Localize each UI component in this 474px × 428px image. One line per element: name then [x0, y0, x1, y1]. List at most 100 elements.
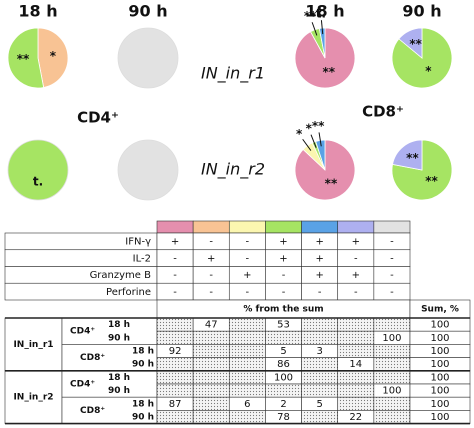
cell-type: CD4⁺ — [70, 327, 95, 337]
table-cell — [337, 396, 375, 411]
table-cell — [228, 344, 266, 358]
table-cell — [228, 317, 266, 332]
table-cell — [156, 410, 194, 424]
pie-header: 90 h — [402, 2, 441, 21]
percent-value: 86 — [277, 359, 290, 370]
pie-annotation: ** — [17, 52, 30, 66]
marker-sign: + — [207, 253, 215, 264]
table-cell — [156, 220, 194, 234]
percent-value: 78 — [277, 412, 290, 423]
marker-sign: - — [209, 237, 213, 248]
pie-header: 18 h — [18, 2, 57, 21]
pie-annotation: ** — [312, 119, 325, 133]
percent-value: 5 — [280, 346, 286, 357]
pie-slice — [117, 27, 179, 89]
table-cell — [373, 317, 411, 332]
pie-annotation: * — [306, 122, 313, 136]
percent-value: 92 — [169, 346, 182, 357]
marker-sign: - — [173, 253, 177, 264]
percent-value: 53 — [277, 320, 290, 331]
pie-slice — [7, 139, 69, 201]
leader-line — [311, 22, 318, 36]
marker-sign: + — [352, 270, 360, 281]
table-cell — [265, 220, 302, 234]
table-cell — [228, 220, 266, 234]
time: 18 h — [108, 320, 130, 330]
table-cell — [156, 383, 194, 398]
table-cell — [337, 220, 375, 234]
pie-header: 18 h — [305, 2, 344, 21]
marker-sign: + — [352, 237, 360, 248]
cell-type-label: CD8⁺ — [362, 103, 404, 121]
table-cell — [228, 383, 266, 398]
table-cell — [301, 317, 339, 332]
marker-sign: - — [173, 270, 177, 281]
pie-annotation: ** — [425, 174, 438, 188]
replicate-name: IN_in_r1 — [13, 340, 53, 350]
sum-value: 100 — [430, 386, 449, 397]
table-cell — [4, 317, 63, 372]
time: 18 h — [108, 373, 130, 383]
percent-value: 6 — [244, 399, 250, 410]
pie-annotation: ** — [409, 37, 422, 51]
replicate-label: IN_in_r1 — [201, 64, 265, 84]
marker-sign: - — [282, 270, 286, 281]
pie-annotation: * — [425, 64, 432, 78]
replicate-label: IN_in_r2 — [201, 160, 265, 180]
marker-sign: - — [390, 253, 394, 264]
percent-value: 100 — [274, 372, 293, 383]
percent-value: 14 — [349, 359, 362, 370]
table-cell — [192, 383, 230, 398]
pie-annotation: * — [296, 127, 303, 141]
table-cell — [228, 357, 266, 372]
table-cell — [61, 370, 158, 398]
table-cell — [373, 410, 411, 424]
table-cell — [337, 317, 375, 332]
table-cell — [337, 344, 375, 358]
marker-sign: - — [209, 270, 213, 281]
marker-sign: + — [315, 253, 323, 264]
pie-slice — [392, 139, 423, 171]
table-header: % from the sum — [243, 305, 323, 315]
pie-annotation: * — [50, 49, 57, 63]
sum-value: 100 — [430, 320, 449, 331]
leader-line — [302, 138, 312, 151]
cell-type-label: CD4⁺ — [77, 109, 119, 127]
table-cell — [156, 330, 194, 345]
cell-type: CD8⁺ — [80, 353, 105, 363]
table-cell — [228, 410, 266, 424]
table-cell — [373, 344, 411, 358]
sum-value: 100 — [430, 346, 449, 357]
marker-sign: - — [354, 287, 358, 298]
table-cell — [156, 317, 194, 332]
table-cell — [156, 370, 194, 385]
pie-annotation: ** — [304, 9, 317, 23]
marker-sign: - — [282, 287, 286, 298]
table-cell — [301, 357, 339, 372]
marker-sign: - — [354, 253, 358, 264]
marker-name: IFN-γ — [125, 237, 151, 248]
table-cell — [4, 370, 63, 424]
time: 90 h — [108, 333, 130, 343]
marker-sign: - — [173, 287, 177, 298]
pie-slice — [7, 27, 45, 89]
leader-line — [318, 132, 322, 147]
table-cell — [373, 220, 411, 234]
pie-slice — [37, 27, 69, 88]
percent-value: 3 — [316, 346, 322, 357]
table-cell — [301, 220, 339, 234]
cell-type: CD8⁺ — [80, 406, 105, 416]
table-cell — [192, 220, 230, 234]
marker-sign: - — [390, 270, 394, 281]
table-cell — [192, 410, 230, 424]
percent-value: 22 — [349, 412, 362, 423]
percent-value: 5 — [316, 399, 322, 410]
percent-value: 100 — [382, 333, 401, 344]
table-header: Sum, % — [421, 305, 459, 315]
marker-sign: + — [279, 237, 287, 248]
table-cell — [373, 396, 411, 411]
table-cell — [373, 357, 411, 372]
pie-slice — [117, 139, 179, 201]
sum-value: 100 — [430, 412, 449, 423]
